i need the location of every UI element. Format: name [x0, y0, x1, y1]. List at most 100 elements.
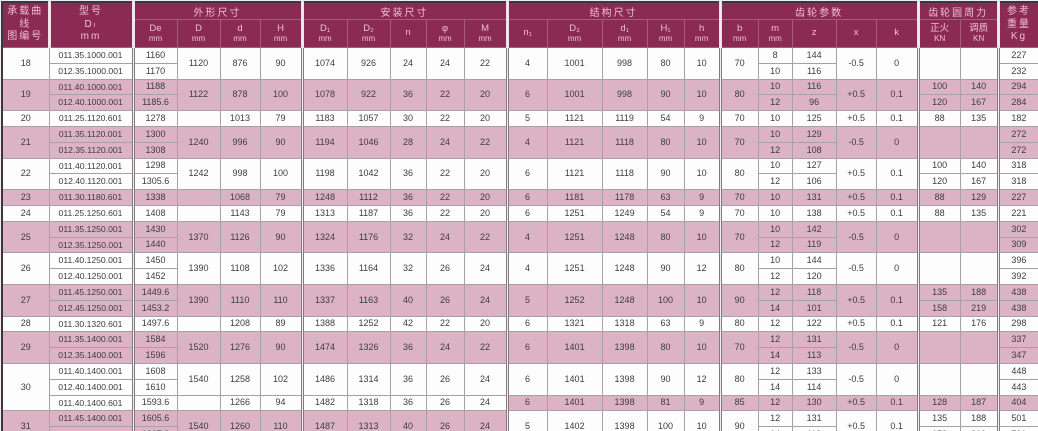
cell-weight: 318	[996, 173, 1038, 191]
cell-n: 36	[389, 189, 427, 206]
cell-m: 12	[757, 331, 793, 349]
cell-D2: 1176	[346, 220, 391, 254]
cell-d1: 1118	[601, 125, 648, 159]
cell-D2: 1164	[346, 252, 391, 285]
cell-M: 24	[463, 362, 508, 396]
cell-m: 10	[757, 252, 793, 270]
column-unit: mm	[732, 33, 747, 43]
cell-x: -0.5	[835, 362, 877, 396]
cell-row-number: 18	[1, 47, 50, 80]
cell-n: 28	[389, 125, 427, 159]
column-unit: mm	[478, 33, 492, 43]
cell-H: 110	[259, 283, 303, 317]
column-symbol: z	[811, 27, 817, 39]
cell-model: 011.25.1120.601	[48, 110, 134, 127]
cell-model: 011.40.1400.601	[48, 394, 134, 412]
cell-model: 011.40.1000.001	[48, 78, 134, 96]
cell-De: 1308	[131, 141, 178, 159]
cell-h: 10	[683, 220, 721, 254]
column-symbol: n₁	[523, 27, 532, 39]
cell-k: 0	[875, 220, 919, 254]
cell-M: 22	[463, 47, 508, 80]
cell-De: 1440	[131, 236, 178, 254]
col-header-k: k	[875, 19, 919, 48]
cell-z: 127	[791, 157, 837, 175]
cell-z: 133	[791, 362, 837, 380]
cell-x: -0.5	[835, 47, 877, 80]
cell-D3: 1251	[546, 220, 603, 254]
cell-normalizing-force	[916, 220, 961, 254]
cell-weight: 347	[996, 347, 1038, 364]
column-unit: mm	[273, 33, 288, 43]
cell-n1: 4	[505, 125, 548, 159]
cell-D1: 1078	[300, 78, 348, 112]
column-symbol: D₃	[569, 22, 580, 34]
cell-D3: 1401	[546, 394, 603, 412]
cell-m: 14	[757, 299, 793, 317]
spec-row: 30 011.40.1400.001 1608 1540 1258 102 1486 1314…	[1, 362, 1038, 412]
column-unit: mm	[617, 33, 632, 43]
cell-z: 142	[791, 220, 837, 238]
column-symbol: n	[405, 27, 411, 39]
cell-D	[176, 394, 221, 412]
cell-H1: 63	[646, 189, 685, 206]
cell-quench-temper-force: 188	[959, 283, 999, 301]
cell-row-number: 22	[1, 157, 50, 191]
cell-model: 011.35.1120.001	[48, 125, 134, 143]
cell-k: 0.1	[875, 78, 919, 112]
cell-row-number: 20	[1, 110, 50, 127]
cell-H: 89	[259, 315, 303, 333]
cell-D3: 1251	[546, 204, 603, 222]
cell-H1: 80	[646, 125, 685, 159]
cell-row-number: 19	[1, 78, 50, 112]
cell-D2: 1313	[346, 410, 391, 431]
cell-H: 100	[259, 78, 303, 112]
column-unit: mm	[318, 33, 332, 43]
col-header-Dx: D₂ mm	[346, 19, 391, 48]
cell-normalizing-force: 158	[916, 299, 961, 317]
cell-quench-temper-force: 219	[959, 299, 999, 317]
col-header-z: z	[791, 19, 837, 48]
cell-n: 32	[389, 220, 427, 254]
cell-b: 70	[718, 220, 759, 254]
cell-m: 14	[757, 378, 793, 396]
cell-x: +0.5	[835, 189, 877, 206]
cell-d: 1208	[219, 315, 261, 333]
cell-d1: 1119	[601, 110, 648, 127]
cell-quench-temper-force: 167	[959, 94, 999, 112]
cell-weight: 392	[996, 268, 1038, 285]
cell-H1: 63	[646, 315, 685, 333]
cell-weight: 284	[996, 94, 1038, 112]
cell-quench-temper-force	[959, 47, 999, 80]
col-group-outline-dimensions: 外形尺寸	[131, 1, 303, 20]
cell-b: 70	[718, 47, 759, 80]
cell-k: 0.1	[875, 394, 919, 412]
cell-D1: 1336	[300, 252, 348, 285]
column-unit: mm	[148, 33, 163, 43]
cell-quench-temper-force	[959, 125, 999, 159]
cell-z: 114	[791, 378, 837, 396]
cell-row-number: 27	[1, 283, 50, 317]
cell-De: 1610	[131, 378, 178, 396]
cell-D3: 1401	[546, 362, 603, 396]
cell-D3: 1121	[546, 157, 603, 191]
column-symbol: b	[736, 22, 743, 34]
cell-weight: 501	[996, 410, 1038, 428]
cell-D	[176, 189, 221, 206]
cell-z: 116	[791, 78, 837, 96]
column-unit: mm	[567, 33, 582, 43]
cell-De: 1185.6	[131, 94, 178, 112]
cell-x: +0.5	[835, 410, 877, 431]
cell-D1: 1324	[300, 220, 348, 254]
cell-model: 012.35.1250.001	[48, 236, 134, 254]
cell-D: 1120	[176, 47, 221, 80]
cell-n1: 4	[505, 220, 548, 254]
cell-phi: 26	[425, 362, 465, 396]
cell-weight: 501	[996, 426, 1038, 431]
column-symbol: De	[149, 22, 162, 34]
cell-De: 1449.6	[131, 283, 178, 301]
cell-m: 10	[757, 189, 793, 206]
cell-z: 112	[791, 426, 837, 431]
cell-d: 1266	[219, 394, 261, 412]
cell-D1: 1248	[300, 189, 348, 206]
